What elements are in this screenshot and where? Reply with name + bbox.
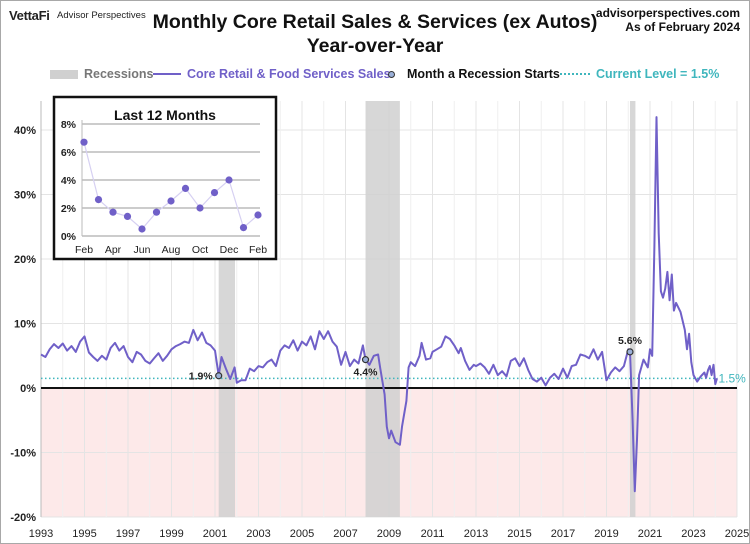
current-level-swatch [560, 73, 590, 75]
inset-point [181, 184, 190, 192]
y-tick-label: 10% [14, 319, 36, 331]
x-tick-label: 2015 [507, 528, 531, 540]
recession-start-label: 5.6% [618, 335, 643, 347]
legend-item-recession-start: Month a Recession Starts [388, 67, 560, 81]
x-tick-label: 2007 [333, 528, 357, 540]
inset-chart: Last 12 Months 0% 2% 4% 6% 8% Feb Apr Jun Aug Oct D… [52, 95, 278, 261]
x-tick-label: 2013 [464, 528, 488, 540]
recession-bar [365, 101, 400, 517]
x-tick-label: 2021 [638, 528, 662, 540]
y-tick-label: 40% [14, 125, 36, 137]
legend-label-current: Current Level = 1.5% [596, 67, 720, 81]
as-of-date: As of February 2024 [625, 19, 740, 34]
inset-point [109, 208, 117, 216]
y-tick-label: 30% [14, 190, 36, 202]
inset-x-tick-label: Aug [162, 244, 181, 256]
inset-title: Last 12 Months [114, 107, 216, 123]
x-tick-label: 2003 [246, 528, 270, 540]
inset-x-tick-label: Feb [249, 244, 267, 256]
x-tick-label: 2017 [551, 528, 575, 540]
legend: Recessions Core Retail & Food Services S… [0, 67, 750, 85]
legend-item-recessions: Recessions [50, 67, 153, 81]
x-tick-label: 2009 [377, 528, 401, 540]
x-tick-label: 2023 [681, 528, 705, 540]
x-tick-label: 1997 [116, 528, 140, 540]
inset-y-tick-label: 6% [61, 147, 77, 159]
series-line [40, 116, 718, 493]
legend-item-series: Core Retail & Food Services Sales [153, 67, 391, 81]
x-tick-label: 2001 [203, 528, 227, 540]
inset-x-tick-label: Apr [105, 244, 122, 256]
recession-swatch [50, 69, 78, 79]
inset-x-tick-label: Feb [75, 244, 93, 256]
legend-label-series: Core Retail & Food Services Sales [187, 67, 391, 81]
x-tick-label: 2025 [725, 528, 749, 540]
y-tick-label: 20% [14, 254, 36, 266]
y-tick-label: -20% [10, 512, 36, 524]
inset-point [167, 197, 175, 205]
inset-point [239, 224, 248, 232]
x-tick-label: 1995 [72, 528, 96, 540]
recession-start-marker [361, 356, 370, 364]
inset-point [210, 189, 219, 197]
legend-label-recession-start: Month a Recession Starts [407, 67, 560, 81]
inset-y-tick-label: 4% [61, 175, 77, 187]
x-tick-label: 2005 [290, 528, 314, 540]
title-line-1: Monthly Core Retail Sales & Services (ex… [152, 11, 598, 33]
legend-item-current: Current Level = 1.5% [560, 67, 719, 81]
source-info: advisorperspectives.com As of February 2… [595, 6, 740, 34]
inset-x-tick-label: Dec [220, 244, 239, 256]
inset-point [94, 196, 103, 204]
recession-start-label: 1.9% [189, 371, 214, 383]
recession-start-marker-icon [388, 70, 395, 78]
chart-title: Monthly Core Retail Sales & Services (ex… [0, 10, 750, 58]
inset-point [138, 225, 146, 233]
inset-point [123, 212, 132, 220]
inset-point [80, 138, 88, 146]
inset-x-tick-label: Jun [134, 244, 151, 256]
source-url: advisorperspectives.com [595, 6, 740, 20]
inset-y-tick-label: 2% [61, 203, 77, 215]
x-tick-label: 1993 [29, 528, 53, 540]
inset-point [225, 176, 233, 184]
brand-subtitle: Advisor Perspectives [57, 10, 146, 21]
legend-label-recessions: Recessions [84, 67, 154, 81]
recession-start-marker [215, 372, 223, 380]
y-tick-label: 0% [20, 383, 36, 395]
inset-point [254, 211, 262, 219]
current-level-label: 1.5% [719, 371, 747, 385]
recession-start-label: 4.4% [354, 367, 379, 379]
brand-logo: VettaFi [9, 8, 50, 23]
recession-start-marker [626, 348, 634, 356]
x-tick-label: 2011 [421, 528, 445, 540]
recession-bar [629, 101, 636, 517]
inset-point [196, 204, 204, 212]
inset-point [152, 208, 161, 216]
title-line-2: Year-over-Year [306, 35, 444, 57]
inset-x-tick-label: Oct [192, 244, 208, 256]
y-tick-label: -10% [10, 448, 36, 460]
inset-y-tick-label: 8% [61, 119, 77, 131]
x-tick-label: 1999 [159, 528, 183, 540]
x-tick-label: 2019 [594, 528, 618, 540]
inset-y-tick-label: 0% [61, 231, 77, 243]
series-line-swatch [153, 73, 181, 75]
